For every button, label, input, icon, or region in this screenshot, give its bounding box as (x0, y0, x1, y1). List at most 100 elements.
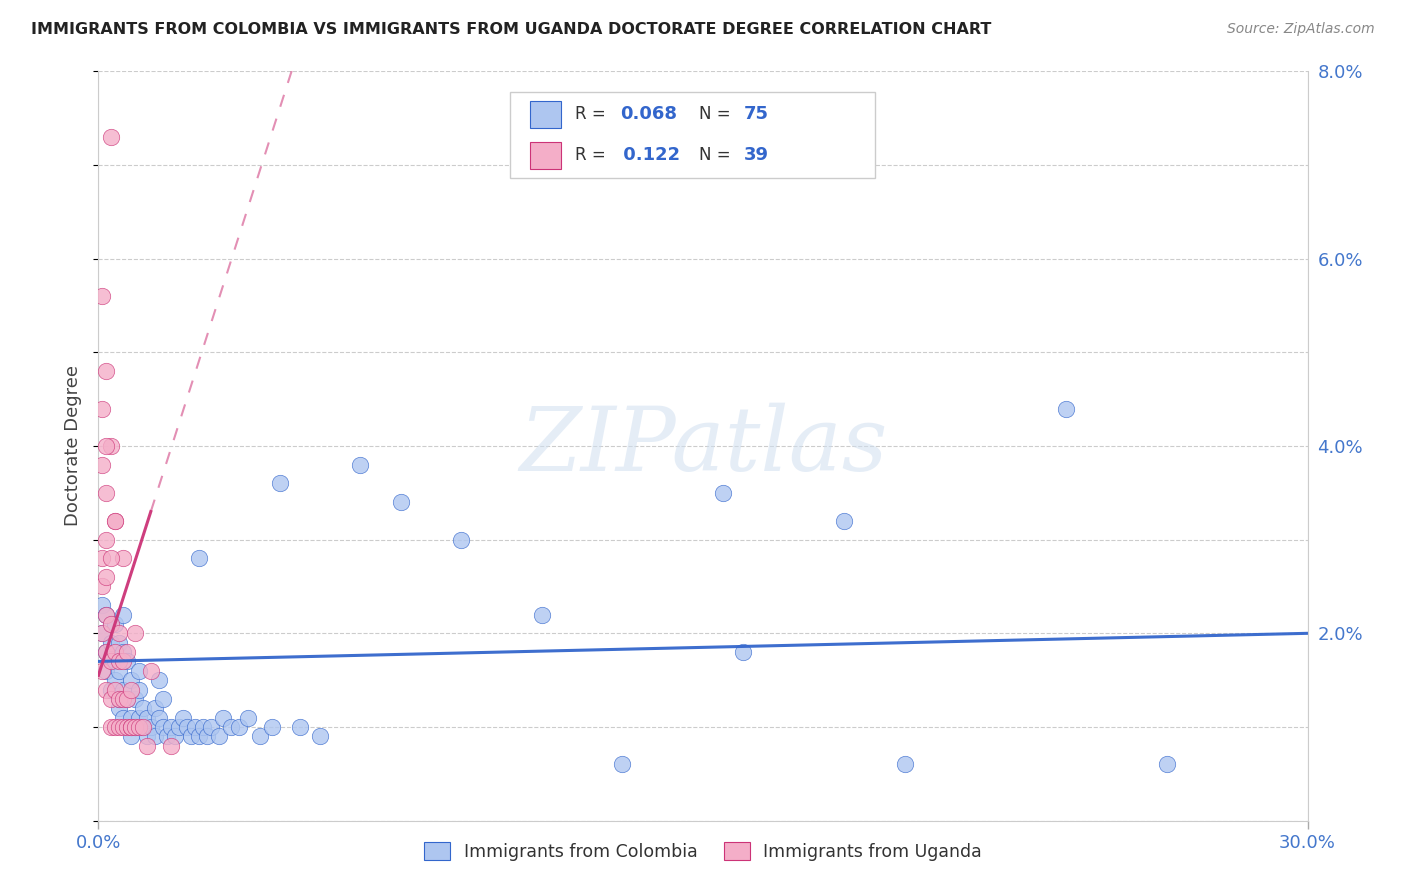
Point (115, 692, 138, 706)
Point (309, 730, 332, 744)
Point (530, 607, 553, 622)
Legend: Immigrants from Colombia, Immigrants from Uganda: Immigrants from Colombia, Immigrants fro… (416, 836, 990, 868)
Point (188, 730, 211, 744)
Point (124, 692, 146, 706)
Point (103, 617, 125, 632)
Point (100, 655, 122, 669)
Point (160, 720, 183, 734)
Point (111, 551, 134, 566)
Point (612, 757, 634, 772)
Point (103, 673, 125, 688)
Text: Source: ZipAtlas.com: Source: ZipAtlas.com (1227, 22, 1375, 37)
Point (91, 580, 114, 594)
Point (91, 664, 114, 678)
Point (107, 692, 129, 706)
Point (128, 710, 150, 724)
Point (115, 720, 138, 734)
Point (111, 655, 134, 669)
Point (139, 720, 162, 734)
Text: R =: R = (575, 146, 612, 164)
Point (96, 645, 118, 659)
Point (96, 485, 118, 500)
Point (100, 551, 122, 566)
Point (128, 720, 150, 734)
Point (212, 710, 235, 724)
Point (132, 720, 155, 734)
Point (249, 730, 271, 744)
Point (103, 682, 125, 697)
Point (120, 682, 142, 697)
Point (107, 626, 129, 640)
Point (91, 289, 114, 303)
Point (893, 757, 915, 772)
Point (135, 710, 157, 724)
Text: R =: R = (575, 105, 612, 123)
Point (91, 551, 114, 566)
Point (221, 720, 243, 734)
Point (128, 682, 150, 697)
Point (208, 730, 231, 744)
Text: ZIPatlas: ZIPatlas (519, 402, 887, 490)
Point (176, 720, 198, 734)
Point (1156, 757, 1178, 772)
Point (107, 635, 129, 649)
Point (100, 439, 122, 453)
Point (115, 692, 138, 706)
Point (135, 739, 157, 753)
Point (163, 730, 186, 744)
Point (111, 607, 134, 622)
Point (120, 710, 142, 724)
Point (96, 607, 118, 622)
Point (195, 730, 218, 744)
Point (100, 130, 122, 145)
Point (124, 720, 146, 734)
Point (96, 364, 118, 378)
Point (100, 617, 122, 632)
Point (103, 514, 125, 528)
Point (96, 570, 118, 584)
Point (107, 692, 129, 706)
Point (100, 617, 122, 632)
Point (103, 655, 125, 669)
Text: N =: N = (699, 146, 735, 164)
Point (124, 626, 146, 640)
Point (103, 514, 125, 528)
Point (132, 720, 155, 734)
Point (96, 607, 118, 622)
Y-axis label: Doctorate Degree: Doctorate Degree (65, 366, 83, 526)
Point (167, 720, 190, 734)
Point (103, 720, 125, 734)
Point (832, 514, 855, 528)
Point (107, 701, 129, 715)
Point (188, 551, 211, 566)
Text: 0.068: 0.068 (620, 105, 678, 123)
Point (111, 692, 134, 706)
Point (111, 645, 134, 659)
Point (120, 673, 142, 688)
Point (96, 645, 118, 659)
Point (111, 720, 134, 734)
Point (184, 720, 207, 734)
Point (132, 701, 155, 715)
Point (100, 720, 122, 734)
Point (124, 720, 146, 734)
Point (96, 533, 118, 547)
Point (120, 720, 142, 734)
Point (139, 664, 162, 678)
Point (107, 720, 129, 734)
Point (100, 692, 122, 706)
Point (200, 720, 222, 734)
Point (143, 730, 166, 744)
Point (156, 730, 179, 744)
Point (91, 599, 114, 613)
Text: N =: N = (699, 105, 735, 123)
Point (91, 626, 114, 640)
Point (107, 664, 129, 678)
Point (1054, 401, 1077, 416)
Text: 75: 75 (744, 105, 769, 123)
Point (450, 533, 472, 547)
Point (152, 720, 174, 734)
Point (111, 710, 134, 724)
Point (115, 645, 138, 659)
Point (115, 720, 138, 734)
